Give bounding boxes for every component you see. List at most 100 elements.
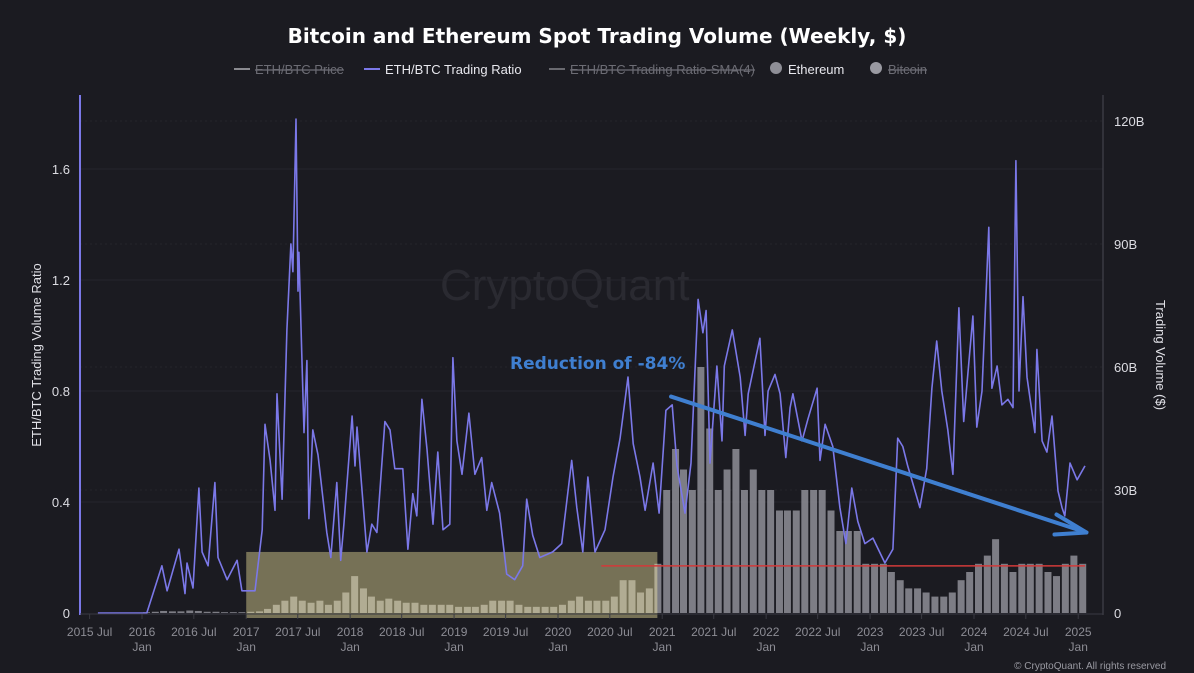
x-tick-sublabel: Jan xyxy=(964,640,983,654)
ethereum-volume-bar xyxy=(1079,563,1087,613)
ethereum-volume-bar xyxy=(914,588,922,613)
ethereum-volume-bar xyxy=(853,531,861,613)
ethereum-volume-bar xyxy=(654,563,662,613)
legend-dot-icon xyxy=(770,62,782,74)
ethereum-volume-bar xyxy=(247,611,255,613)
ethereum-volume-bar xyxy=(411,602,419,613)
x-tick-label: 2019 Jul xyxy=(483,625,528,639)
ethereum-volume-bar xyxy=(896,580,904,613)
left-tick-label: 0.8 xyxy=(52,384,70,399)
ethereum-volume-bar xyxy=(758,490,766,613)
ethereum-volume-bar xyxy=(680,469,688,613)
ethereum-volume-bar xyxy=(376,600,384,613)
annotation-layer xyxy=(601,394,1089,567)
highlight-box-layer xyxy=(246,551,658,618)
trend-arrow-head xyxy=(1052,512,1089,537)
watermark: CryptoQuant xyxy=(440,261,689,310)
ethereum-volume-bar xyxy=(463,606,471,613)
ethereum-volume-bar xyxy=(1018,563,1026,613)
ethereum-volume-bar xyxy=(948,592,956,613)
ethereum-volume-bar xyxy=(931,596,939,613)
ethereum-volume-bar xyxy=(498,600,506,613)
left-tick-label: 0 xyxy=(63,606,70,621)
ethereum-volume-bar xyxy=(1061,563,1069,613)
ethereum-volume-bar xyxy=(186,610,194,613)
x-tick-sublabel: Jan xyxy=(444,640,463,654)
x-tick-sublabel: Jan xyxy=(548,640,567,654)
ethereum-volume-bar xyxy=(168,611,176,613)
legend: ETH/BTC Price ETH/BTC Trading Ratio ETH/BT… xyxy=(234,62,927,77)
x-tick-sublabel: Jan xyxy=(132,640,151,654)
ethereum-volume-bar xyxy=(672,449,680,613)
ethereum-volume-bar xyxy=(1000,563,1008,613)
ethereum-volume-bar xyxy=(1009,572,1017,613)
ethereum-volume-bar xyxy=(264,608,272,613)
legend-item[interactable]: ETH/BTC Price xyxy=(234,62,344,77)
ethereum-volume-bar xyxy=(723,469,731,613)
right-axis-title: Trading Volume ($) xyxy=(1153,300,1168,410)
ethereum-volume-bar xyxy=(394,600,402,613)
x-tick-label: 2024 Jul xyxy=(1003,625,1048,639)
ethereum-volume-bar xyxy=(992,539,1000,613)
ethereum-volume-bar xyxy=(506,600,514,613)
ethereum-volume-bar xyxy=(905,588,913,613)
ethereum-volume-bar xyxy=(844,531,852,613)
legend-item[interactable]: Bitcoin xyxy=(870,62,927,77)
legend-item[interactable]: ETH/BTC Trading Ratio-SMA(4) xyxy=(549,62,755,77)
ethereum-volume-bar xyxy=(879,563,887,613)
copyright: © CryptoQuant. All rights reserved xyxy=(1014,661,1166,672)
ethereum-volume-bar xyxy=(428,604,436,613)
ethereum-volume-bar xyxy=(238,612,246,613)
ethereum-volume-bar xyxy=(324,604,332,613)
ethereum-volume-bar xyxy=(827,510,835,613)
x-tick-label: 2017 xyxy=(233,625,260,639)
legend-item[interactable]: Ethereum xyxy=(770,62,844,77)
ethereum-volume-bar xyxy=(619,580,627,613)
ethereum-volume-bar xyxy=(455,606,463,613)
legend-item[interactable]: ETH/BTC Trading Ratio xyxy=(364,62,522,77)
x-tick-label: 2018 xyxy=(337,625,364,639)
ethereum-volume-bar xyxy=(532,606,540,613)
ethereum-volume-bar xyxy=(801,490,809,613)
left-tick-label: 1.6 xyxy=(52,162,70,177)
ethereum-volume-bar xyxy=(862,563,870,613)
ethereum-volume-bar xyxy=(212,611,220,613)
legend-label: ETH/BTC Trading Ratio xyxy=(385,62,522,77)
right-tick-label: 90B xyxy=(1114,237,1137,252)
ethereum-volume-bar xyxy=(645,588,653,613)
ethereum-volume-bar xyxy=(584,600,592,613)
ethereum-volume-bar xyxy=(775,510,783,613)
ethereum-volume-bar xyxy=(524,606,532,613)
ethereum-volume-bar xyxy=(628,580,636,613)
ethereum-volume-bar xyxy=(783,510,791,613)
ethereum-volume-bar xyxy=(602,600,610,613)
ethereum-volume-bar xyxy=(359,588,367,613)
x-tick-label: 2021 xyxy=(649,625,676,639)
ethereum-volume-bar xyxy=(550,606,558,613)
ethereum-volume-bar xyxy=(307,602,315,613)
ethereum-volume-bar xyxy=(471,606,479,613)
right-tick-label: 0 xyxy=(1114,606,1121,621)
ethereum-volume-bar xyxy=(194,610,202,613)
ethereum-volume-bar xyxy=(688,490,696,613)
x-tick-sublabel: Jan xyxy=(340,640,359,654)
ethereum-volume-bar xyxy=(749,469,757,613)
ethereum-volume-bar xyxy=(663,490,671,613)
x-tick-label: 2016 xyxy=(129,625,156,639)
ethereum-volume-bar xyxy=(446,604,454,613)
x-tick-sublabel: Jan xyxy=(1069,640,1088,654)
x-tick-label: 2018 Jul xyxy=(379,625,424,639)
legend-label: ETH/BTC Price xyxy=(255,62,344,77)
ethereum-volume-bar xyxy=(316,600,324,613)
right-tick-label: 60B xyxy=(1114,360,1137,375)
ethereum-volume-bar xyxy=(489,600,497,613)
ethereum-volume-bar xyxy=(957,580,965,613)
ethereum-volume-bar xyxy=(966,572,974,613)
ethereum-volume-bar xyxy=(593,600,601,613)
x-tick-label: 2020 xyxy=(545,625,572,639)
x-tick-label: 2015 Jul xyxy=(67,625,112,639)
eth-btc-trading-ratio-line xyxy=(97,118,1086,614)
ethereum-volume-bar xyxy=(272,604,280,613)
